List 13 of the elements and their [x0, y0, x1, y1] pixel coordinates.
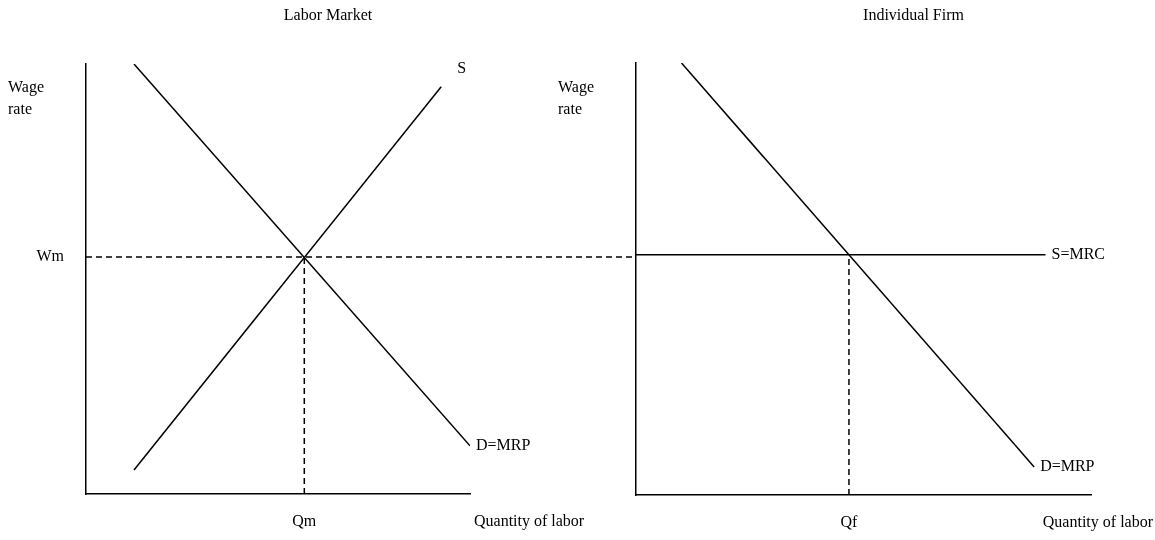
series-label: S — [457, 58, 467, 76]
series-label: D=MRP — [1040, 457, 1095, 475]
chart-title: Individual Firm — [863, 6, 965, 24]
text: Qm — [292, 512, 317, 530]
y-axis-title: Wage rate — [8, 78, 45, 118]
series-label: S=MRC — [1051, 245, 1105, 263]
series-label: D=MRP — [476, 436, 531, 454]
x-axis-title: Quantity of labor — [1042, 513, 1154, 532]
y-axis-title: Wage rate — [558, 78, 595, 118]
x-axis-title: Quantity of labor — [474, 512, 585, 531]
ref-line-label: Wm — [36, 247, 65, 265]
chart-title: Labor Market — [283, 6, 373, 24]
text: Qf — [840, 513, 858, 531]
